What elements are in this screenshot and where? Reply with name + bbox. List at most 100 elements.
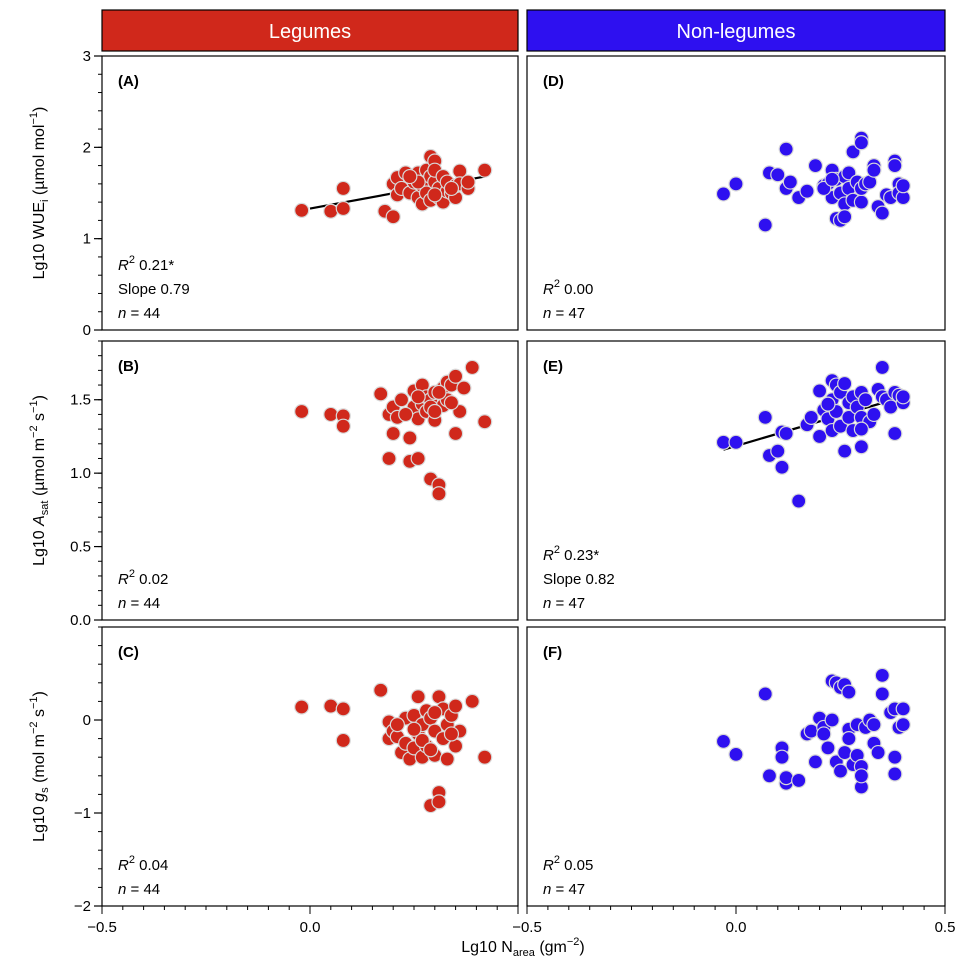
panel-f-point-2: [757, 686, 773, 702]
panel-d-point-7: [782, 174, 798, 190]
panel-e-point-23: [837, 375, 853, 392]
panel-b-point-39: [431, 384, 447, 400]
y-axis-gs: −2 −1 0 Lg10 gs (mol m−2 s−1): [28, 626, 102, 915]
panel-d-point-46: [824, 171, 840, 187]
panel-c-letter: (C): [118, 644, 139, 661]
panel-b-point-0: [294, 403, 310, 420]
y-axis-title-asat: Lg10 Asat (µmol m−2 s−1): [28, 395, 51, 566]
x-tick-label: −0.5: [512, 919, 542, 936]
panel-c-point-3: [335, 732, 351, 749]
panel-f-point-46: [841, 730, 857, 747]
panel-b-point-32: [448, 368, 464, 384]
panel-e-point-41: [887, 425, 903, 442]
panel-f-point-1: [728, 746, 744, 763]
panel-d-stat-0: R2 0.00: [543, 278, 593, 298]
panel-d-frame: [526, 55, 946, 331]
panel-f-point-30: [853, 768, 870, 784]
panel-f-point-10: [803, 723, 819, 739]
panel-a-point-1: [323, 203, 339, 219]
panel-b-point-26: [431, 486, 447, 502]
x-tick-label: 0.0: [300, 919, 321, 936]
panel-c-point-39: [439, 751, 455, 767]
y-axis-title-wue: Lg10 WUEi (µmol mol−1): [28, 107, 51, 280]
panel-e-stat-2: n = 47: [543, 595, 585, 612]
panel-d-point-45: [866, 162, 882, 178]
panel-c-point-42: [389, 717, 405, 733]
panel-e-point-44: [895, 389, 911, 405]
panel-f-point-39: [887, 749, 903, 765]
x-tick-label: −0.5: [87, 919, 117, 936]
panel-a-point-0: [294, 202, 310, 218]
panel-b-letter: (B): [118, 358, 139, 375]
panel-b-point-11: [402, 430, 418, 446]
y-tick-label: 0: [83, 322, 91, 339]
nonlegumes-header-box: [526, 9, 946, 52]
panel-c-point-40: [427, 704, 443, 721]
panel-d-point-35: [874, 205, 890, 221]
panel-e-stat-1: Slope 0.82: [543, 571, 615, 588]
panel-b-point-1: [323, 406, 339, 423]
panel-d-point-5: [778, 141, 794, 157]
panel-e-letter: (E): [543, 358, 563, 375]
panel-a: (A) R2 0.21* Slope 0.79 n = 44: [101, 55, 519, 331]
panel-c-point-43: [443, 726, 460, 742]
panel-d-point-4: [770, 167, 786, 183]
panel-b-point-33: [448, 425, 464, 442]
panel-b-point-41: [398, 406, 414, 423]
panel-f-stat-0: R2 0.05: [543, 854, 593, 874]
panel-b-point-35: [456, 380, 472, 396]
panel-c-point-2: [335, 701, 351, 717]
panel-d-point-10: [807, 158, 824, 174]
panel-b-point-3: [335, 418, 351, 434]
panel-a-point-5: [385, 209, 401, 225]
panel-e-point-11: [811, 383, 828, 399]
panel-e-point-32: [857, 392, 874, 408]
y-tick-label: −1: [74, 805, 91, 822]
panel-e-point-36: [874, 359, 890, 376]
panel-b-point-43: [443, 395, 460, 411]
panel-c-point-32: [448, 698, 464, 714]
panel-d-point-0: [715, 186, 732, 202]
panel-f-point-36: [874, 686, 890, 702]
panel-c-point-4: [373, 682, 389, 698]
panel-c-stat-1: n = 44: [118, 881, 160, 898]
panel-e-point-1: [728, 434, 744, 450]
x-tick-label: 0.5: [935, 919, 956, 936]
panel-b-point-4: [373, 386, 389, 402]
panel-e-point-45: [820, 396, 836, 412]
panel-e-point-30: [853, 439, 870, 455]
panel-f-point-42: [895, 701, 911, 717]
panel-f-point-40: [887, 766, 903, 782]
x-axis-col-2: −0.5 0.0 0.5: [512, 906, 955, 936]
panel-b-stat-0: R2 0.02: [118, 568, 168, 588]
panel-b: (B) R2 0.02 n = 44: [101, 340, 519, 621]
panel-c-stat-0: R2 0.04: [118, 854, 168, 874]
panel-c-point-35: [464, 693, 480, 710]
panel-headers: Legumes Non-legumes: [101, 9, 946, 52]
panel-f-point-44: [816, 726, 832, 742]
panel-f-point-11: [807, 754, 824, 770]
panel-c-point-36: [477, 749, 493, 765]
panel-a-stat-2: n = 44: [118, 305, 160, 322]
panel-e-point-2: [757, 409, 773, 425]
panel-f-point-7: [778, 770, 794, 786]
panel-e: (E) R2 0.23* Slope 0.82 n = 47: [526, 340, 946, 621]
panel-d-point-21: [837, 209, 853, 225]
panels: (A) R2 0.21* Slope 0.79 n = 44 (B) R2 0.02 n =…: [101, 55, 946, 907]
y-tick-label: 2: [83, 139, 91, 156]
legumes-header-label: Legumes: [269, 21, 351, 43]
panel-a-point-41: [402, 168, 418, 185]
legumes-header-box: [101, 9, 519, 52]
panel-b-point-37: [477, 414, 493, 430]
panel-e-point-10: [803, 409, 819, 425]
panel-a-stat-1: Slope 0.79: [118, 281, 190, 298]
panel-a-point-2: [335, 180, 351, 197]
panel-f-point-35: [874, 667, 890, 683]
panel-f-point-5: [774, 749, 790, 765]
panel-d-point-43: [895, 178, 911, 194]
panel-d-letter: (D): [543, 73, 564, 90]
panel-d-stat-1: n = 47: [543, 305, 585, 322]
panel-d-point-2: [757, 217, 773, 233]
panel-b-point-36: [464, 359, 480, 376]
nonlegumes-header-label: Non-legumes: [677, 21, 796, 43]
